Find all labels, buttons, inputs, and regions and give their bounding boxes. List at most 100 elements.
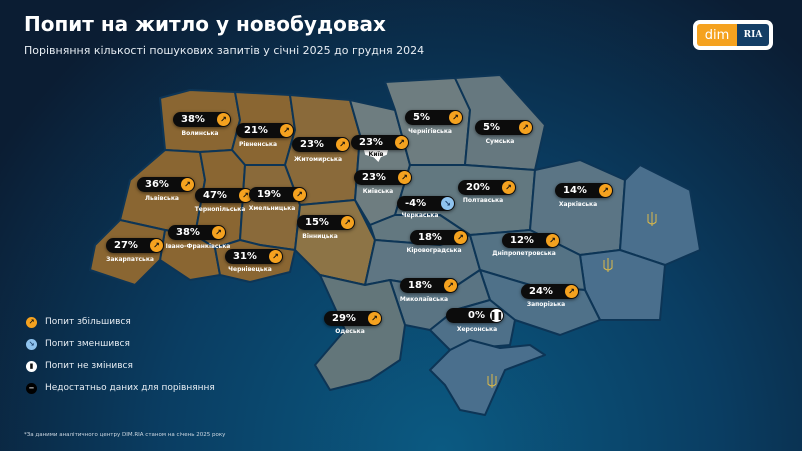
region-name: Черкаська bbox=[401, 212, 439, 219]
value: 19% bbox=[257, 189, 281, 200]
region-badge-mykolaiv: 18% ↗ bbox=[400, 278, 458, 293]
arrow-up-right-icon: ↗ bbox=[293, 188, 306, 201]
region-badge-zakarpattia: 27% ↗ bbox=[106, 238, 164, 253]
region-luhansk bbox=[619, 164, 701, 266]
region-badge-chernivtsi: 31% ↗ bbox=[225, 249, 283, 264]
logo-ria: RIA bbox=[737, 24, 769, 46]
legend-item-nodata: − Недостатньо даних для порівняння bbox=[26, 377, 215, 399]
region-name: Хмельницька bbox=[248, 205, 296, 212]
region-name: Закарпатська bbox=[106, 256, 154, 263]
value: 27% bbox=[114, 240, 138, 251]
legend-item-decrease: ↘ Попит зменшився bbox=[26, 333, 215, 355]
logo-dim: dim bbox=[697, 24, 737, 46]
value: 23% bbox=[362, 172, 386, 183]
arrow-up-right-icon: ↗ bbox=[212, 226, 225, 239]
value: 23% bbox=[359, 137, 383, 148]
region-badge-sumy: 5% ↗ bbox=[475, 120, 533, 135]
legend-label: Недостатньо даних для порівняння bbox=[45, 383, 215, 393]
arrow-up-right-icon: ↗ bbox=[454, 231, 467, 244]
legend: ↗ Попит збільшився ↘ Попит зменшився ▮ Попи… bbox=[26, 311, 215, 399]
value: 5% bbox=[483, 122, 500, 133]
region-name: Волинська bbox=[181, 130, 219, 137]
arrow-down-right-icon: ↘ bbox=[441, 197, 454, 210]
value: 38% bbox=[181, 114, 205, 125]
arrow-up-right-icon: ↗ bbox=[26, 316, 37, 328]
value: -4% bbox=[405, 198, 427, 209]
value: 5% bbox=[413, 112, 430, 123]
value: 15% bbox=[305, 217, 329, 228]
region-badge-poltava: 20% ↗ bbox=[458, 180, 516, 195]
region-badge-cherkasy: -4% ↘ bbox=[397, 196, 455, 211]
legend-label: Попит зменшився bbox=[45, 339, 130, 349]
arrow-down-right-icon: ↘ bbox=[26, 338, 37, 350]
arrow-up-right-icon: ↗ bbox=[217, 113, 230, 126]
region-badge-lviv: 36% ↗ bbox=[137, 177, 195, 192]
region-badge-zhytomyr: 23% ↗ bbox=[292, 137, 350, 152]
region-name: Херсонська bbox=[456, 326, 498, 333]
region-badge-kyiv-city: 23% ↗ bbox=[351, 135, 409, 150]
value: 47% bbox=[203, 190, 227, 201]
region-name: Сумська bbox=[485, 138, 515, 145]
arrow-up-right-icon: ↗ bbox=[599, 184, 612, 197]
region-badge-zaporizhzhia: 24% ↗ bbox=[521, 284, 579, 299]
arrow-up-right-icon: ↗ bbox=[565, 285, 578, 298]
region-name: Дніпропетровська bbox=[492, 250, 556, 257]
region-badge-rivne: 21% ↗ bbox=[236, 123, 294, 138]
region-odesa bbox=[314, 274, 406, 391]
page-title: Попит на житло у новобудовах bbox=[24, 12, 386, 36]
trident-icon bbox=[487, 212, 657, 388]
value: 31% bbox=[233, 251, 257, 262]
arrow-up-right-icon: ↗ bbox=[280, 124, 293, 137]
region-badge-khmelnytskyi: 19% ↗ bbox=[249, 187, 307, 202]
region-name: Харківська bbox=[558, 201, 598, 208]
value: 18% bbox=[408, 280, 432, 291]
dim-ria-logo: dim RIA bbox=[693, 20, 773, 50]
value: 20% bbox=[466, 182, 490, 193]
region-name: Миколаївська bbox=[399, 296, 449, 303]
region-badge-volyn: 38% ↗ bbox=[173, 112, 231, 127]
value: 18% bbox=[418, 232, 442, 243]
arrow-up-right-icon: ↗ bbox=[449, 111, 462, 124]
arrow-up-right-icon: ↗ bbox=[502, 181, 515, 194]
arrow-up-right-icon: ↗ bbox=[546, 234, 559, 247]
region-name: Львівська bbox=[145, 195, 179, 202]
footnote: *За даними аналітичного центру DIM.RIA с… bbox=[24, 432, 226, 438]
value: 38% bbox=[176, 227, 200, 238]
legend-item-nochange: ▮ Попит не змінився bbox=[26, 355, 215, 377]
value: 36% bbox=[145, 179, 169, 190]
region-badge-ternopil: 47% ↗ bbox=[195, 188, 253, 203]
value: 12% bbox=[510, 235, 534, 246]
legend-label: Попит збільшився bbox=[45, 317, 131, 327]
arrow-up-right-icon: ↗ bbox=[181, 178, 194, 191]
region-name: Івано-Франківська bbox=[165, 243, 231, 250]
region-badge-dnipro: 12% ↗ bbox=[502, 233, 560, 248]
region-name: Полтавська bbox=[462, 197, 504, 204]
arrow-up-right-icon: ↗ bbox=[395, 136, 408, 149]
region-badge-odesa: 29% ↗ bbox=[324, 311, 382, 326]
value: 23% bbox=[300, 139, 324, 150]
arrow-up-right-icon: ↗ bbox=[368, 312, 381, 325]
pause-icon: ▮ bbox=[26, 360, 37, 372]
region-name: Одеська bbox=[335, 328, 365, 335]
region-name: Запорізька bbox=[526, 301, 566, 308]
arrow-up-right-icon: ↗ bbox=[239, 189, 252, 202]
legend-label: Попит не змінився bbox=[45, 361, 133, 371]
region-badge-kirovohrad: 18% ↗ bbox=[410, 230, 468, 245]
region-badge-kharkiv: 14% ↗ bbox=[555, 183, 613, 198]
region-badge-kherson: 0% ❚❚ bbox=[446, 308, 504, 323]
arrow-up-right-icon: ↗ bbox=[519, 121, 532, 134]
legend-item-increase: ↗ Попит збільшився bbox=[26, 311, 215, 333]
arrow-up-right-icon: ↗ bbox=[398, 171, 411, 184]
region-badge-vinnytsia: 15% ↗ bbox=[297, 215, 355, 230]
region-badge-kyiv: 23% ↗ bbox=[354, 170, 412, 185]
value: 29% bbox=[332, 313, 356, 324]
arrow-up-right-icon: ↗ bbox=[269, 250, 282, 263]
value: 0% bbox=[468, 310, 485, 321]
value: 24% bbox=[529, 286, 553, 297]
page-subtitle: Порівняння кількості пошукових запитів у… bbox=[24, 44, 425, 57]
region-name: Житомирська bbox=[293, 156, 343, 163]
value: 14% bbox=[563, 185, 587, 196]
region-name: Вінницька bbox=[302, 233, 338, 240]
arrow-up-right-icon: ↗ bbox=[150, 239, 163, 252]
